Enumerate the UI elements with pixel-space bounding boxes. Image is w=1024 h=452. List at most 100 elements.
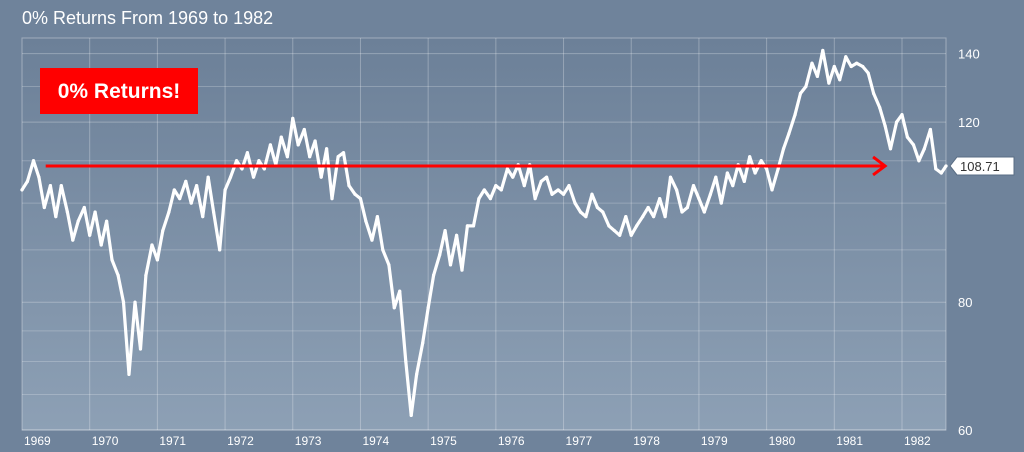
data-point [336,155,340,159]
data-point [76,219,80,223]
data-point [93,210,97,214]
data-point [375,214,379,219]
data-point [725,171,729,175]
data-point [364,219,368,223]
data-point [776,167,780,171]
data-point [398,289,402,293]
x-tick-label: 1970 [92,434,119,448]
data-point [539,179,543,183]
data-point [54,214,58,219]
data-point [499,188,503,192]
data-point [325,147,329,151]
data-point [668,175,673,179]
data-point [917,159,921,163]
data-point [595,205,599,210]
data-point [285,155,289,159]
x-tick-label: 1982 [904,434,931,448]
data-point [121,300,126,304]
data-point [370,238,374,242]
data-point [426,306,430,310]
data-point [731,184,735,188]
data-point [821,48,825,53]
data-point [911,143,916,147]
plot-frame [21,37,947,431]
data-point [347,184,351,188]
data-point [944,164,948,168]
data-point [624,214,628,219]
data-point [770,188,774,192]
data-point [556,188,560,192]
data-point [612,228,616,233]
data-point [685,205,690,210]
data-point [127,372,131,376]
x-tick-label: 1974 [362,434,389,448]
data-point [330,197,334,201]
data-point [888,147,893,151]
data-point [415,372,419,376]
data-point [748,155,752,159]
data-point [629,233,633,237]
data-point [922,147,926,151]
data-point [832,64,836,69]
data-point [691,184,696,188]
data-point [308,155,312,159]
data-point [674,188,679,192]
data-point [37,175,41,179]
data-point [421,341,425,345]
x-tick-label: 1973 [295,434,322,448]
data-point [477,197,481,201]
data-point [561,192,566,196]
data-point [88,233,92,237]
data-point [178,197,182,201]
data-point [20,188,24,192]
data-point [42,205,46,210]
data-point [697,197,701,201]
data-point [934,167,938,171]
data-point [545,175,549,179]
annotation-box [40,68,198,114]
data-point [849,64,853,69]
data-point [781,147,786,151]
data-point [353,192,357,196]
data-point [798,91,803,95]
data-point [201,214,205,219]
data-point [431,273,436,277]
data-point [257,159,261,163]
data-point [262,167,266,171]
data-point [144,273,148,277]
data-point [116,273,120,277]
data-point [601,210,605,214]
data-point [505,167,509,171]
data-point [753,171,757,175]
data-point [742,179,746,183]
data-point [448,263,453,267]
data-point [584,214,588,219]
data-point [928,127,933,132]
data-point [133,300,137,304]
data-point [381,248,385,252]
x-tick-label: 1969 [24,434,51,448]
data-point [341,151,346,155]
data-point [105,219,109,223]
data-point [25,179,30,183]
data-point [167,210,171,214]
data-point [302,127,306,132]
y-tick-label: 60 [958,423,972,438]
y-tick-label: 120 [958,115,980,130]
data-point [855,61,859,65]
data-point [651,214,656,219]
data-point [161,228,165,233]
y-tick-label: 140 [958,47,980,62]
data-point [714,175,718,179]
data-point [815,74,819,78]
data-point [702,210,706,214]
data-point [195,184,199,188]
data-point [635,224,639,228]
data-point [251,175,256,179]
data-point [866,71,870,75]
x-tick-label: 1975 [430,434,457,448]
data-point [533,197,537,201]
data-point [871,91,876,95]
annotation-layer: 0% Returns! [40,68,888,177]
data-point [465,224,470,228]
